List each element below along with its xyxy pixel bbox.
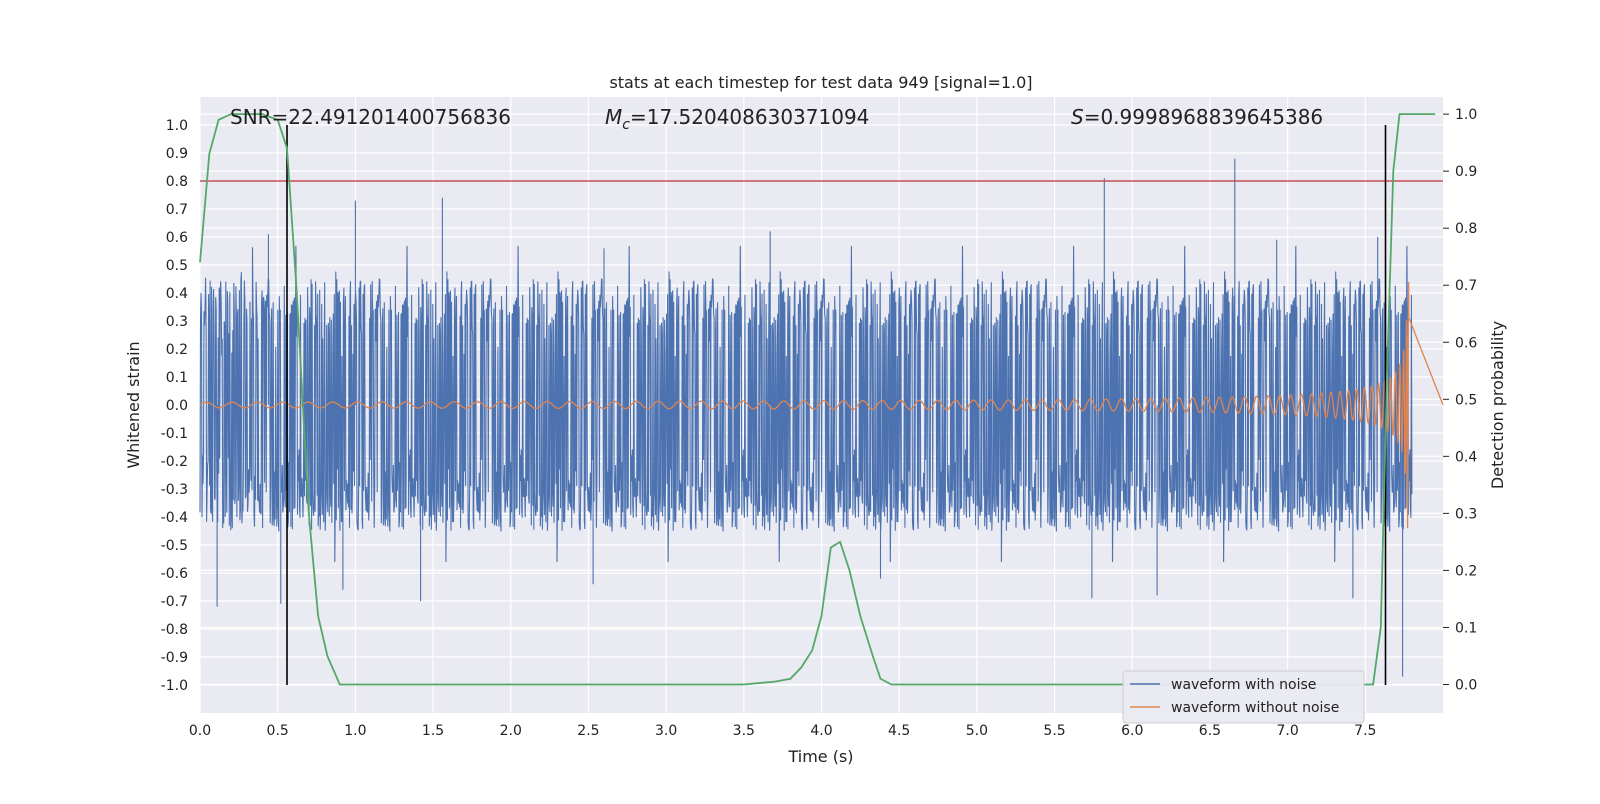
x-tick-label: 3.5 xyxy=(733,723,755,739)
x-tick-label: 7.0 xyxy=(1276,723,1298,739)
x-tick-label: 7.5 xyxy=(1354,723,1376,739)
y-tick-label: 0.5 xyxy=(166,258,188,274)
x-tick-label: 0.0 xyxy=(189,723,211,739)
y-tick-label: 0.6 xyxy=(166,230,188,246)
x-tick-label: 4.5 xyxy=(888,723,910,739)
x-tick-label: 4.0 xyxy=(810,723,832,739)
y-right-tick-label: 0.4 xyxy=(1455,449,1477,465)
x-tick-label: 5.0 xyxy=(966,723,988,739)
y-tick-label: 1.0 xyxy=(166,118,188,134)
x-tick-label: 2.0 xyxy=(500,723,522,739)
y-tick-label: -0.2 xyxy=(161,454,188,470)
y-tick-label: 0.4 xyxy=(166,286,188,302)
score-annotation: S=0.9998968839645386 xyxy=(1071,105,1323,129)
y-right-tick-label: 0.6 xyxy=(1455,335,1477,351)
legend-label-noise: waveform with noise xyxy=(1171,677,1316,693)
y-right-tick-label: 0.1 xyxy=(1455,620,1477,636)
y-right-tick-label: 0.9 xyxy=(1455,164,1477,180)
x-axis-label: Time (s) xyxy=(787,747,853,766)
x-tick-label: 6.0 xyxy=(1121,723,1143,739)
chirp-mass-subscript: c xyxy=(622,117,630,133)
clean-layer xyxy=(199,281,1444,529)
x-tick-label: 6.5 xyxy=(1199,723,1221,739)
overlay-layer xyxy=(199,113,1443,686)
y-right-tick-label: 0.8 xyxy=(1455,221,1477,237)
clean-waveform-line xyxy=(199,281,1444,529)
legend: waveform with noise waveform without noi… xyxy=(1122,670,1365,724)
y-tick-label: 0.3 xyxy=(166,314,188,330)
score-value: =0.9998968839645386 xyxy=(1084,105,1323,129)
y-tick-label: -0.9 xyxy=(161,650,188,666)
axis-layer: 0.0 0.5 1.0 1.5 2.0 2.5 3.0 3.5 4.0 4.5 5.0 5.5 6.0 6… xyxy=(161,107,1478,739)
chirp-mass-annotation: Mc=17.520408630371094 xyxy=(605,105,869,133)
y-tick-label: -0.5 xyxy=(161,538,188,554)
x-tick-label: 0.5 xyxy=(267,723,289,739)
y-axis-label: Whitened strain xyxy=(124,341,143,468)
x-tick-label: 2.5 xyxy=(577,723,599,739)
legend-label-clean: waveform without noise xyxy=(1171,700,1339,716)
y-tick-label: -1.0 xyxy=(161,678,188,694)
y-right-tick-label: 0.5 xyxy=(1455,392,1477,408)
y-tick-label: 0.8 xyxy=(166,174,188,190)
y-right-tick-label: 0.7 xyxy=(1455,278,1477,294)
y-tick-label: -0.1 xyxy=(161,426,188,442)
legend-box xyxy=(1122,670,1365,724)
y-tick-label: 0.2 xyxy=(166,342,188,358)
y-tick-label: -0.6 xyxy=(161,566,188,582)
y-tick-label: 0.9 xyxy=(166,146,188,162)
chirp-mass-value: =17.520408630371094 xyxy=(630,105,869,129)
noise-layer xyxy=(199,158,1413,677)
y-right-tick-label: 0.0 xyxy=(1455,677,1477,693)
y-tick-label: 0.7 xyxy=(166,202,188,218)
y-tick-label: -0.4 xyxy=(161,510,188,526)
y-tick-label: 0.1 xyxy=(166,370,188,386)
y-tick-label: -0.8 xyxy=(161,622,188,638)
y-right-tick-label: 0.2 xyxy=(1455,563,1477,579)
y-right-tick-label: 0.3 xyxy=(1455,506,1477,522)
score-symbol: S xyxy=(1071,105,1084,129)
y-tick-label: 0.0 xyxy=(166,398,188,414)
chirp-mass-symbol: M xyxy=(605,105,622,129)
noisy-waveform-line xyxy=(199,158,1413,677)
y-tick-label: -0.3 xyxy=(161,482,188,498)
chart-title: stats at each timestep for test data 949… xyxy=(609,73,1032,92)
x-tick-label: 3.0 xyxy=(655,723,677,739)
detection-probability-line xyxy=(199,113,1436,686)
x-tick-label: 1.0 xyxy=(344,723,366,739)
y-right-axis-label: Detection probability xyxy=(1488,321,1507,489)
x-tick-label: 1.5 xyxy=(422,723,444,739)
x-tick-label: 5.5 xyxy=(1043,723,1065,739)
y-tick-label: -0.7 xyxy=(161,594,188,610)
y-right-tick-label: 1.0 xyxy=(1455,107,1477,123)
snr-annotation: SNR=22.491201400756836 xyxy=(230,105,511,129)
